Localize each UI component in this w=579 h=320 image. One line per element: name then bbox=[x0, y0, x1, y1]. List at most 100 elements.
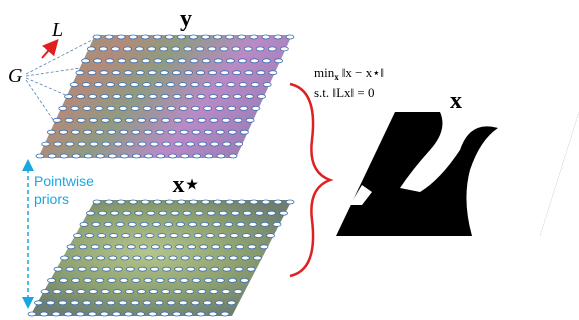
node bbox=[96, 154, 104, 158]
node bbox=[267, 211, 275, 215]
node bbox=[53, 290, 61, 294]
node bbox=[168, 130, 176, 134]
node bbox=[170, 234, 178, 238]
node bbox=[67, 245, 75, 249]
node bbox=[102, 142, 110, 146]
node bbox=[177, 200, 185, 204]
node bbox=[137, 312, 145, 316]
node bbox=[66, 142, 74, 146]
node bbox=[164, 222, 172, 226]
node bbox=[202, 200, 210, 204]
node bbox=[185, 95, 193, 99]
node bbox=[226, 35, 234, 39]
node bbox=[137, 95, 145, 99]
node bbox=[157, 154, 165, 158]
node bbox=[140, 222, 148, 226]
node bbox=[72, 130, 80, 134]
node bbox=[246, 118, 254, 122]
node bbox=[105, 200, 113, 204]
node bbox=[93, 200, 101, 204]
node bbox=[216, 278, 224, 282]
node bbox=[179, 301, 187, 305]
node bbox=[205, 154, 213, 158]
node bbox=[234, 118, 242, 122]
node bbox=[204, 278, 212, 282]
node bbox=[192, 130, 200, 134]
node bbox=[249, 222, 257, 226]
node bbox=[201, 222, 209, 226]
node bbox=[64, 312, 72, 316]
node bbox=[132, 130, 140, 134]
node bbox=[156, 278, 164, 282]
node bbox=[221, 71, 229, 75]
node bbox=[193, 256, 201, 260]
node bbox=[247, 267, 255, 271]
figure: y x⋆ L G Pointwise priors minx‖x − x⋆‖ s… bbox=[0, 0, 579, 320]
node bbox=[179, 106, 187, 110]
node bbox=[185, 312, 193, 316]
node bbox=[71, 301, 79, 305]
node bbox=[218, 234, 226, 238]
node bbox=[161, 95, 169, 99]
node bbox=[59, 106, 67, 110]
node bbox=[225, 222, 233, 226]
node bbox=[120, 278, 128, 282]
node bbox=[280, 211, 288, 215]
node bbox=[109, 256, 117, 260]
node bbox=[227, 83, 235, 87]
node bbox=[184, 47, 192, 51]
node bbox=[235, 142, 243, 146]
node bbox=[286, 35, 294, 39]
node bbox=[261, 222, 269, 226]
node bbox=[177, 222, 185, 226]
node bbox=[48, 154, 56, 158]
node bbox=[202, 35, 210, 39]
node bbox=[240, 106, 248, 110]
node bbox=[214, 59, 222, 63]
constraint: s.t. ‖Lx‖ = 0 bbox=[314, 85, 375, 100]
node bbox=[209, 71, 217, 75]
node bbox=[65, 95, 73, 99]
node bbox=[223, 267, 231, 271]
node bbox=[89, 290, 97, 294]
node bbox=[210, 118, 218, 122]
node bbox=[111, 211, 119, 215]
node bbox=[183, 211, 191, 215]
node bbox=[262, 35, 270, 39]
node bbox=[222, 118, 230, 122]
node bbox=[164, 245, 172, 249]
node bbox=[207, 211, 215, 215]
node bbox=[84, 278, 92, 282]
node bbox=[210, 290, 218, 294]
node bbox=[241, 278, 249, 282]
node bbox=[101, 95, 109, 99]
node bbox=[138, 118, 146, 122]
node bbox=[79, 245, 87, 249]
node bbox=[127, 245, 135, 249]
node bbox=[173, 312, 181, 316]
node bbox=[144, 278, 152, 282]
node bbox=[205, 256, 213, 260]
node bbox=[214, 35, 222, 39]
node bbox=[223, 142, 231, 146]
node bbox=[165, 35, 173, 39]
node bbox=[202, 59, 210, 63]
node bbox=[113, 118, 121, 122]
node bbox=[238, 59, 246, 63]
node bbox=[60, 278, 68, 282]
node bbox=[100, 71, 108, 75]
objective: minx‖x − x⋆‖ bbox=[314, 65, 384, 82]
node bbox=[112, 71, 120, 75]
node bbox=[95, 301, 103, 305]
node bbox=[251, 83, 259, 87]
node bbox=[177, 35, 185, 39]
node bbox=[236, 245, 244, 249]
node bbox=[178, 59, 186, 63]
node bbox=[91, 245, 99, 249]
node bbox=[209, 95, 217, 99]
node bbox=[93, 35, 101, 39]
node bbox=[108, 278, 116, 282]
node bbox=[280, 47, 288, 51]
node bbox=[78, 267, 86, 271]
node bbox=[214, 200, 222, 204]
